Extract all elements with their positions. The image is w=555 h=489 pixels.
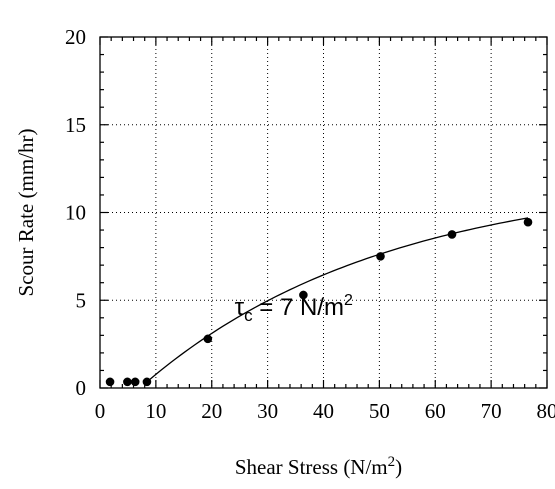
data-point (105, 377, 115, 387)
y-tick-label: 0 (76, 376, 87, 400)
x-tick-label: 50 (369, 399, 390, 423)
x-axis-title-superscript: 2 (388, 454, 396, 470)
x-axis-title-main: Shear Stress (N/m (235, 455, 388, 479)
data-point (130, 377, 140, 387)
annotation-tau: τ (235, 294, 245, 321)
x-tick-label: 20 (201, 399, 222, 423)
annotation-value: = 7 N/m (253, 294, 344, 321)
y-axis-title: Scour Rate (mm/hr) (14, 129, 38, 297)
data-point (123, 377, 132, 387)
y-tick-label: 10 (65, 201, 86, 225)
data-point (376, 252, 385, 261)
data-point (523, 217, 533, 227)
y-tick-label: 15 (65, 113, 86, 137)
x-tick-label: 30 (257, 399, 278, 423)
y-tick-label: 20 (65, 25, 86, 49)
data-points (105, 217, 533, 387)
tau-c-annotation: τc = 7 N/m2 (235, 292, 353, 325)
tick-labels: 0 10 20 30 40 50 60 70 80 0 5 10 15 20 (65, 25, 555, 423)
x-tick-label: 10 (145, 399, 166, 423)
x-axis-title-tail: ) (395, 455, 402, 479)
x-tick-label: 60 (425, 399, 446, 423)
x-tick-label: 40 (313, 399, 334, 423)
data-point (203, 334, 213, 344)
x-axis-title: Shear Stress (N/m2) (235, 454, 402, 479)
annotation-subscript: c (244, 306, 253, 325)
x-tick-label: 0 (95, 399, 106, 423)
data-point (447, 230, 457, 239)
x-tick-label: 80 (537, 399, 555, 423)
data-point (142, 377, 152, 387)
gridlines (100, 37, 547, 388)
data-point (299, 290, 308, 300)
axis-ticks (99, 36, 548, 389)
y-tick-label: 5 (76, 288, 87, 312)
x-tick-label: 70 (481, 399, 502, 423)
fit-curve (146, 217, 529, 383)
annotation-superscript: 2 (344, 292, 353, 309)
